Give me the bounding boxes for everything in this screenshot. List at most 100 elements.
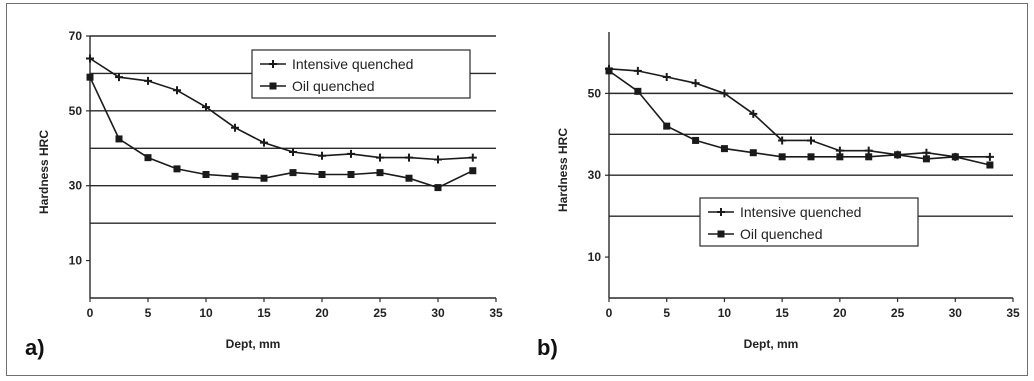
x-tick-label: 0 xyxy=(87,306,94,320)
x-tick-label: 10 xyxy=(718,306,732,320)
data-point-plus xyxy=(376,153,384,162)
data-point-plus xyxy=(778,136,787,145)
series-line xyxy=(89,76,474,189)
data-point-plus xyxy=(144,76,152,85)
data-point-square xyxy=(318,170,326,178)
data-point-square xyxy=(202,170,210,178)
data-point-square xyxy=(260,174,268,182)
data-point-plus xyxy=(269,60,277,68)
data-point-square xyxy=(836,153,844,161)
data-point-square xyxy=(807,153,815,161)
data-point-square xyxy=(922,155,930,163)
series-line xyxy=(608,70,991,166)
series-oil-quenched xyxy=(86,73,477,192)
y-tick-label: 30 xyxy=(588,168,602,182)
x-tick-label: 25 xyxy=(373,306,387,320)
legend-item: Oil quenched xyxy=(260,78,375,94)
data-point-square xyxy=(173,165,181,173)
x-tick-label: 15 xyxy=(775,306,789,320)
data-point-square xyxy=(269,82,277,90)
data-point-plus xyxy=(289,148,297,157)
x-axis-title: Dept, mm xyxy=(226,337,281,351)
x-tick-label: 0 xyxy=(606,306,613,320)
legend-label: Oil quenched xyxy=(292,78,375,94)
data-point-plus xyxy=(86,54,94,63)
x-tick-label: 20 xyxy=(315,306,329,320)
x-tick-label: 30 xyxy=(949,306,963,320)
data-point-square xyxy=(986,161,994,169)
data-point-plus xyxy=(347,149,355,158)
data-point-square xyxy=(894,151,902,159)
x-tick-label: 5 xyxy=(145,306,152,320)
data-point-plus xyxy=(173,86,181,95)
data-point-plus xyxy=(691,79,700,88)
chart-panel-2: 0 5 10 15 20 25 30 35 10 30 50 Dept, mm Hardness HRC… xyxy=(537,32,1020,360)
y-tick-label: 50 xyxy=(588,86,602,100)
data-point-square xyxy=(115,135,123,143)
data-point-plus xyxy=(318,151,326,160)
data-point-plus xyxy=(717,208,725,216)
y-tick-label: 70 xyxy=(69,29,83,43)
legend-box xyxy=(251,49,471,99)
data-point-plus xyxy=(405,153,413,162)
legend: Intensive quenched Oil quenched xyxy=(251,49,471,99)
panel-label: b) xyxy=(537,335,558,360)
y-tick-label: 10 xyxy=(69,254,83,268)
x-tick-label: 5 xyxy=(663,306,670,320)
data-point-square xyxy=(469,167,477,175)
y-axis-title: Hardness HRC xyxy=(37,130,51,214)
data-point-square xyxy=(376,169,384,177)
data-point-square xyxy=(634,87,642,95)
data-point-square xyxy=(749,149,757,157)
y-tick-label: 30 xyxy=(69,179,83,193)
x-tick-label: 25 xyxy=(891,306,905,320)
series-line xyxy=(89,57,473,161)
data-point-plus xyxy=(202,103,210,112)
legend: Intensive quenched Oil quenched xyxy=(699,197,919,247)
data-point-plus xyxy=(720,89,729,98)
chart-panel-1: 0 5 10 15 20 25 30 35 10 30 50 70 Dept, mm Hardness H… xyxy=(25,29,503,360)
data-point-square xyxy=(720,145,728,153)
legend-label: Intensive quenched xyxy=(740,204,861,220)
legend-label: Oil quenched xyxy=(740,226,823,242)
legend-item: Oil quenched xyxy=(708,226,823,242)
y-tick-label: 10 xyxy=(588,250,602,264)
data-point-plus xyxy=(231,123,239,132)
data-point-plus xyxy=(115,73,123,82)
data-point-plus xyxy=(749,109,758,118)
legend-item: Intensive quenched xyxy=(260,56,413,72)
data-point-square xyxy=(86,73,94,81)
data-point-square xyxy=(605,67,613,75)
legend-label: Intensive quenched xyxy=(292,56,413,72)
series-line xyxy=(608,68,990,158)
y-axis-title: Hardness HRC xyxy=(556,128,570,212)
y-tick-label: 50 xyxy=(69,104,83,118)
data-point-plus xyxy=(633,66,642,75)
data-point-square xyxy=(347,170,355,178)
data-point-square xyxy=(144,154,152,162)
data-point-square xyxy=(692,136,700,144)
data-point-plus xyxy=(807,136,815,145)
x-axis-title: Dept, mm xyxy=(744,337,799,351)
x-tick-label: 10 xyxy=(199,306,213,320)
data-point-plus xyxy=(985,152,994,161)
x-tick-label: 35 xyxy=(1006,306,1020,320)
data-point-plus xyxy=(468,153,477,162)
data-point-plus xyxy=(662,73,671,82)
series-intensive-quenched xyxy=(605,64,994,161)
panel-label: a) xyxy=(25,335,45,360)
data-point-square xyxy=(778,153,786,161)
x-tick-label: 15 xyxy=(257,306,271,320)
data-point-square xyxy=(951,153,959,161)
data-point-square xyxy=(865,153,873,161)
data-point-square xyxy=(717,230,725,238)
data-point-square xyxy=(663,122,671,130)
x-tick-label: 20 xyxy=(833,306,847,320)
data-point-square xyxy=(289,169,297,177)
data-point-square xyxy=(231,172,239,180)
x-tick-label: 35 xyxy=(489,306,503,320)
legend-item: Intensive quenched xyxy=(708,204,861,220)
series-intensive-quenched xyxy=(86,54,477,164)
series-oil-quenched xyxy=(605,67,994,169)
